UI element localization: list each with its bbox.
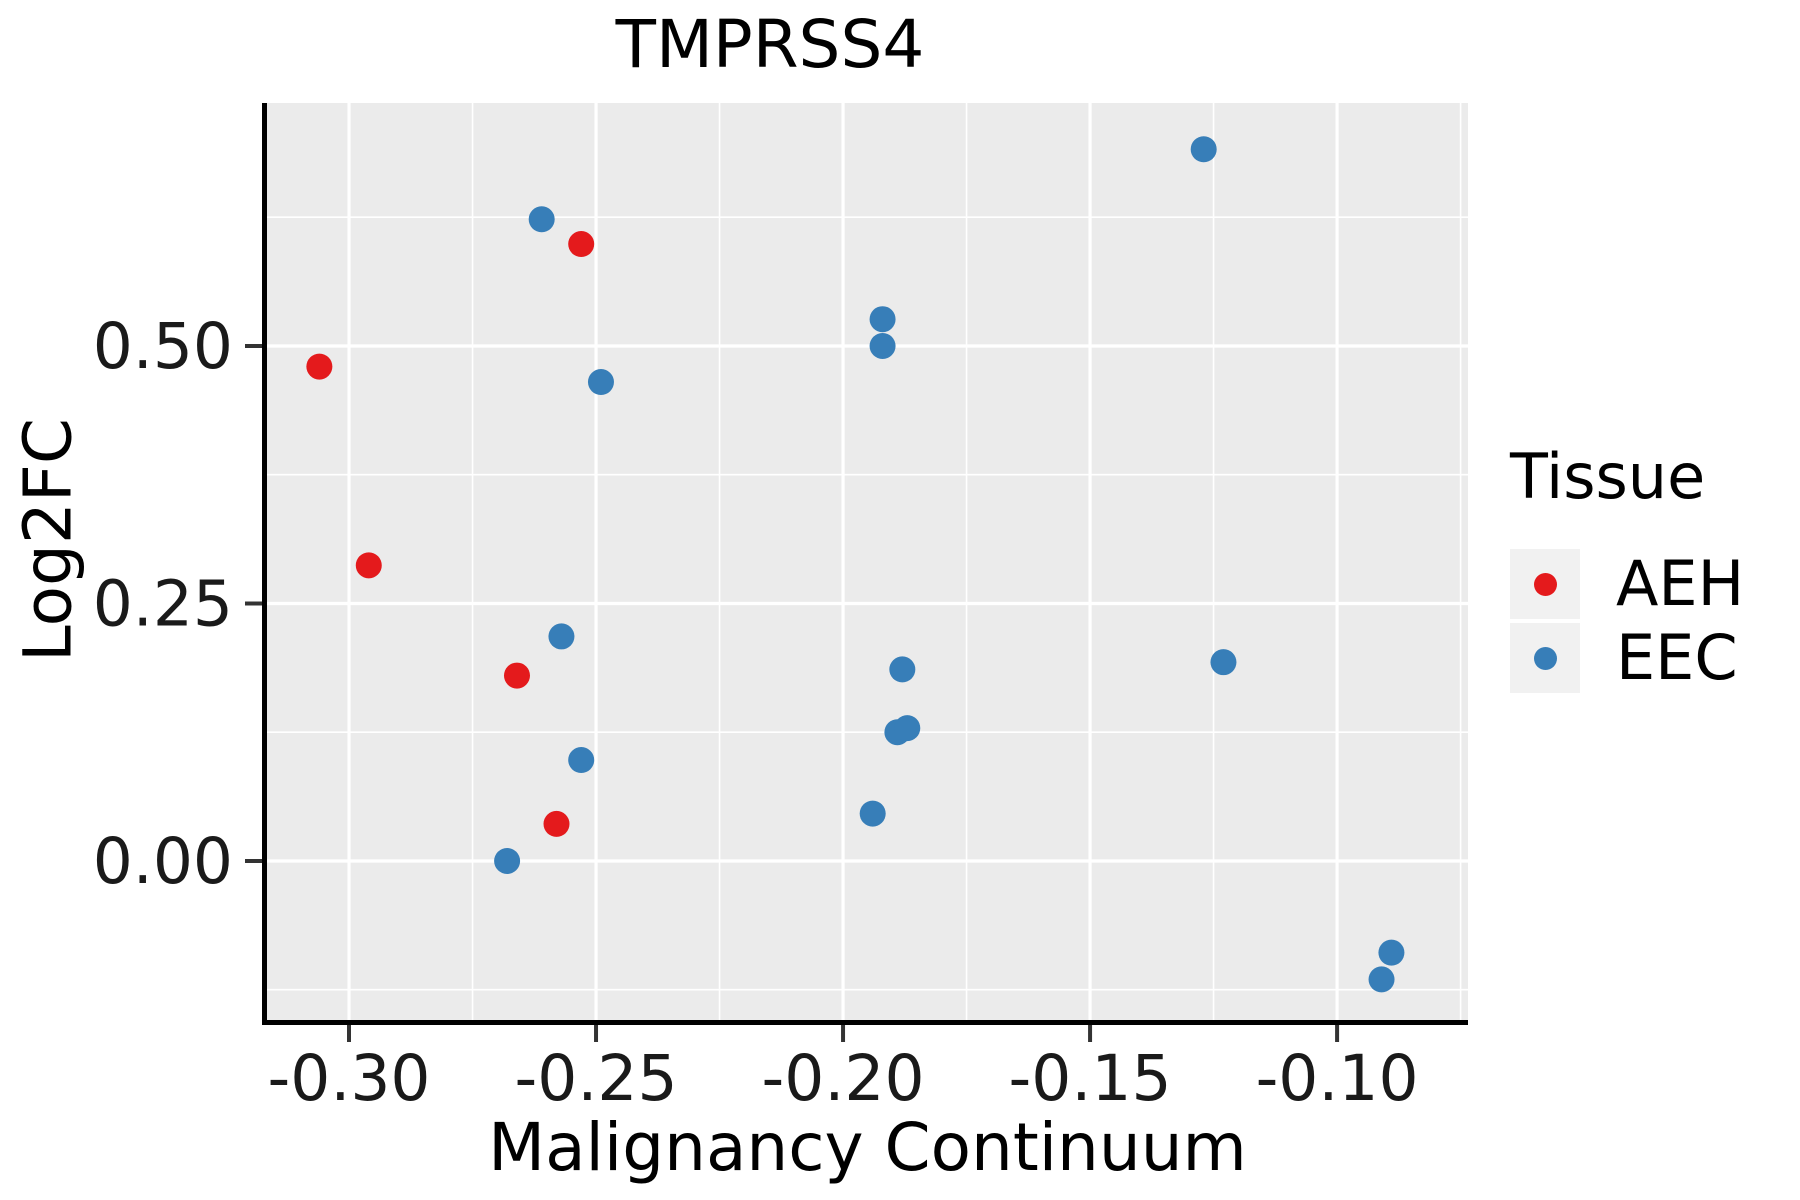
x-tick-label: -0.20 [762, 1042, 925, 1115]
plot-panel [267, 103, 1468, 1020]
x-tick-label: -0.15 [1009, 1042, 1172, 1115]
data-point-eec [1368, 966, 1395, 993]
y-axis-line [262, 103, 267, 1025]
x-tick-label: -0.10 [1256, 1042, 1419, 1115]
data-point-eec [494, 847, 521, 874]
data-point-eec [869, 332, 896, 359]
legend-dot-aeh-icon [1533, 572, 1557, 596]
data-point-eec [1378, 939, 1405, 966]
data-point-aeh [543, 810, 570, 837]
legend-key-aeh [1510, 549, 1580, 619]
y-tick-label: 0.00 [93, 825, 233, 898]
legend-dot-eec-icon [1533, 646, 1557, 670]
data-point-aeh [568, 231, 595, 258]
data-point-eec [889, 656, 916, 683]
x-tick-label: -0.25 [515, 1042, 678, 1115]
data-point-eec [1210, 649, 1237, 676]
y-tick-label: 0.50 [93, 310, 233, 383]
x-axis-title: Malignancy Continuum [488, 1109, 1247, 1186]
data-point-eec [859, 800, 886, 827]
x-tick-label: -0.30 [268, 1042, 431, 1115]
y-tick-label: 0.25 [93, 567, 233, 640]
x-axis-line [262, 1020, 1468, 1025]
legend-label-aeh: AEH [1616, 547, 1745, 620]
legend: Tissue AEH EEC [1510, 440, 1744, 697]
data-point-aeh [355, 552, 382, 579]
data-point-aeh [306, 353, 333, 380]
data-point-eec [587, 369, 614, 396]
legend-item-eec: EEC [1510, 623, 1744, 693]
data-point-eec [869, 306, 896, 333]
legend-label-eec: EEC [1616, 621, 1738, 694]
data-point-eec [1190, 136, 1217, 163]
data-point-aeh [503, 662, 530, 689]
legend-item-aeh: AEH [1510, 549, 1744, 619]
y-axis-title-text: Log2FC [9, 418, 87, 662]
data-point-eec [528, 206, 555, 233]
data-point-eec [568, 747, 595, 774]
plot-title: TMPRSS4 [615, 6, 925, 83]
data-point-eec [894, 715, 921, 742]
legend-key-eec [1510, 623, 1580, 693]
legend-title: Tissue [1510, 440, 1706, 513]
data-point-eec [548, 623, 575, 650]
